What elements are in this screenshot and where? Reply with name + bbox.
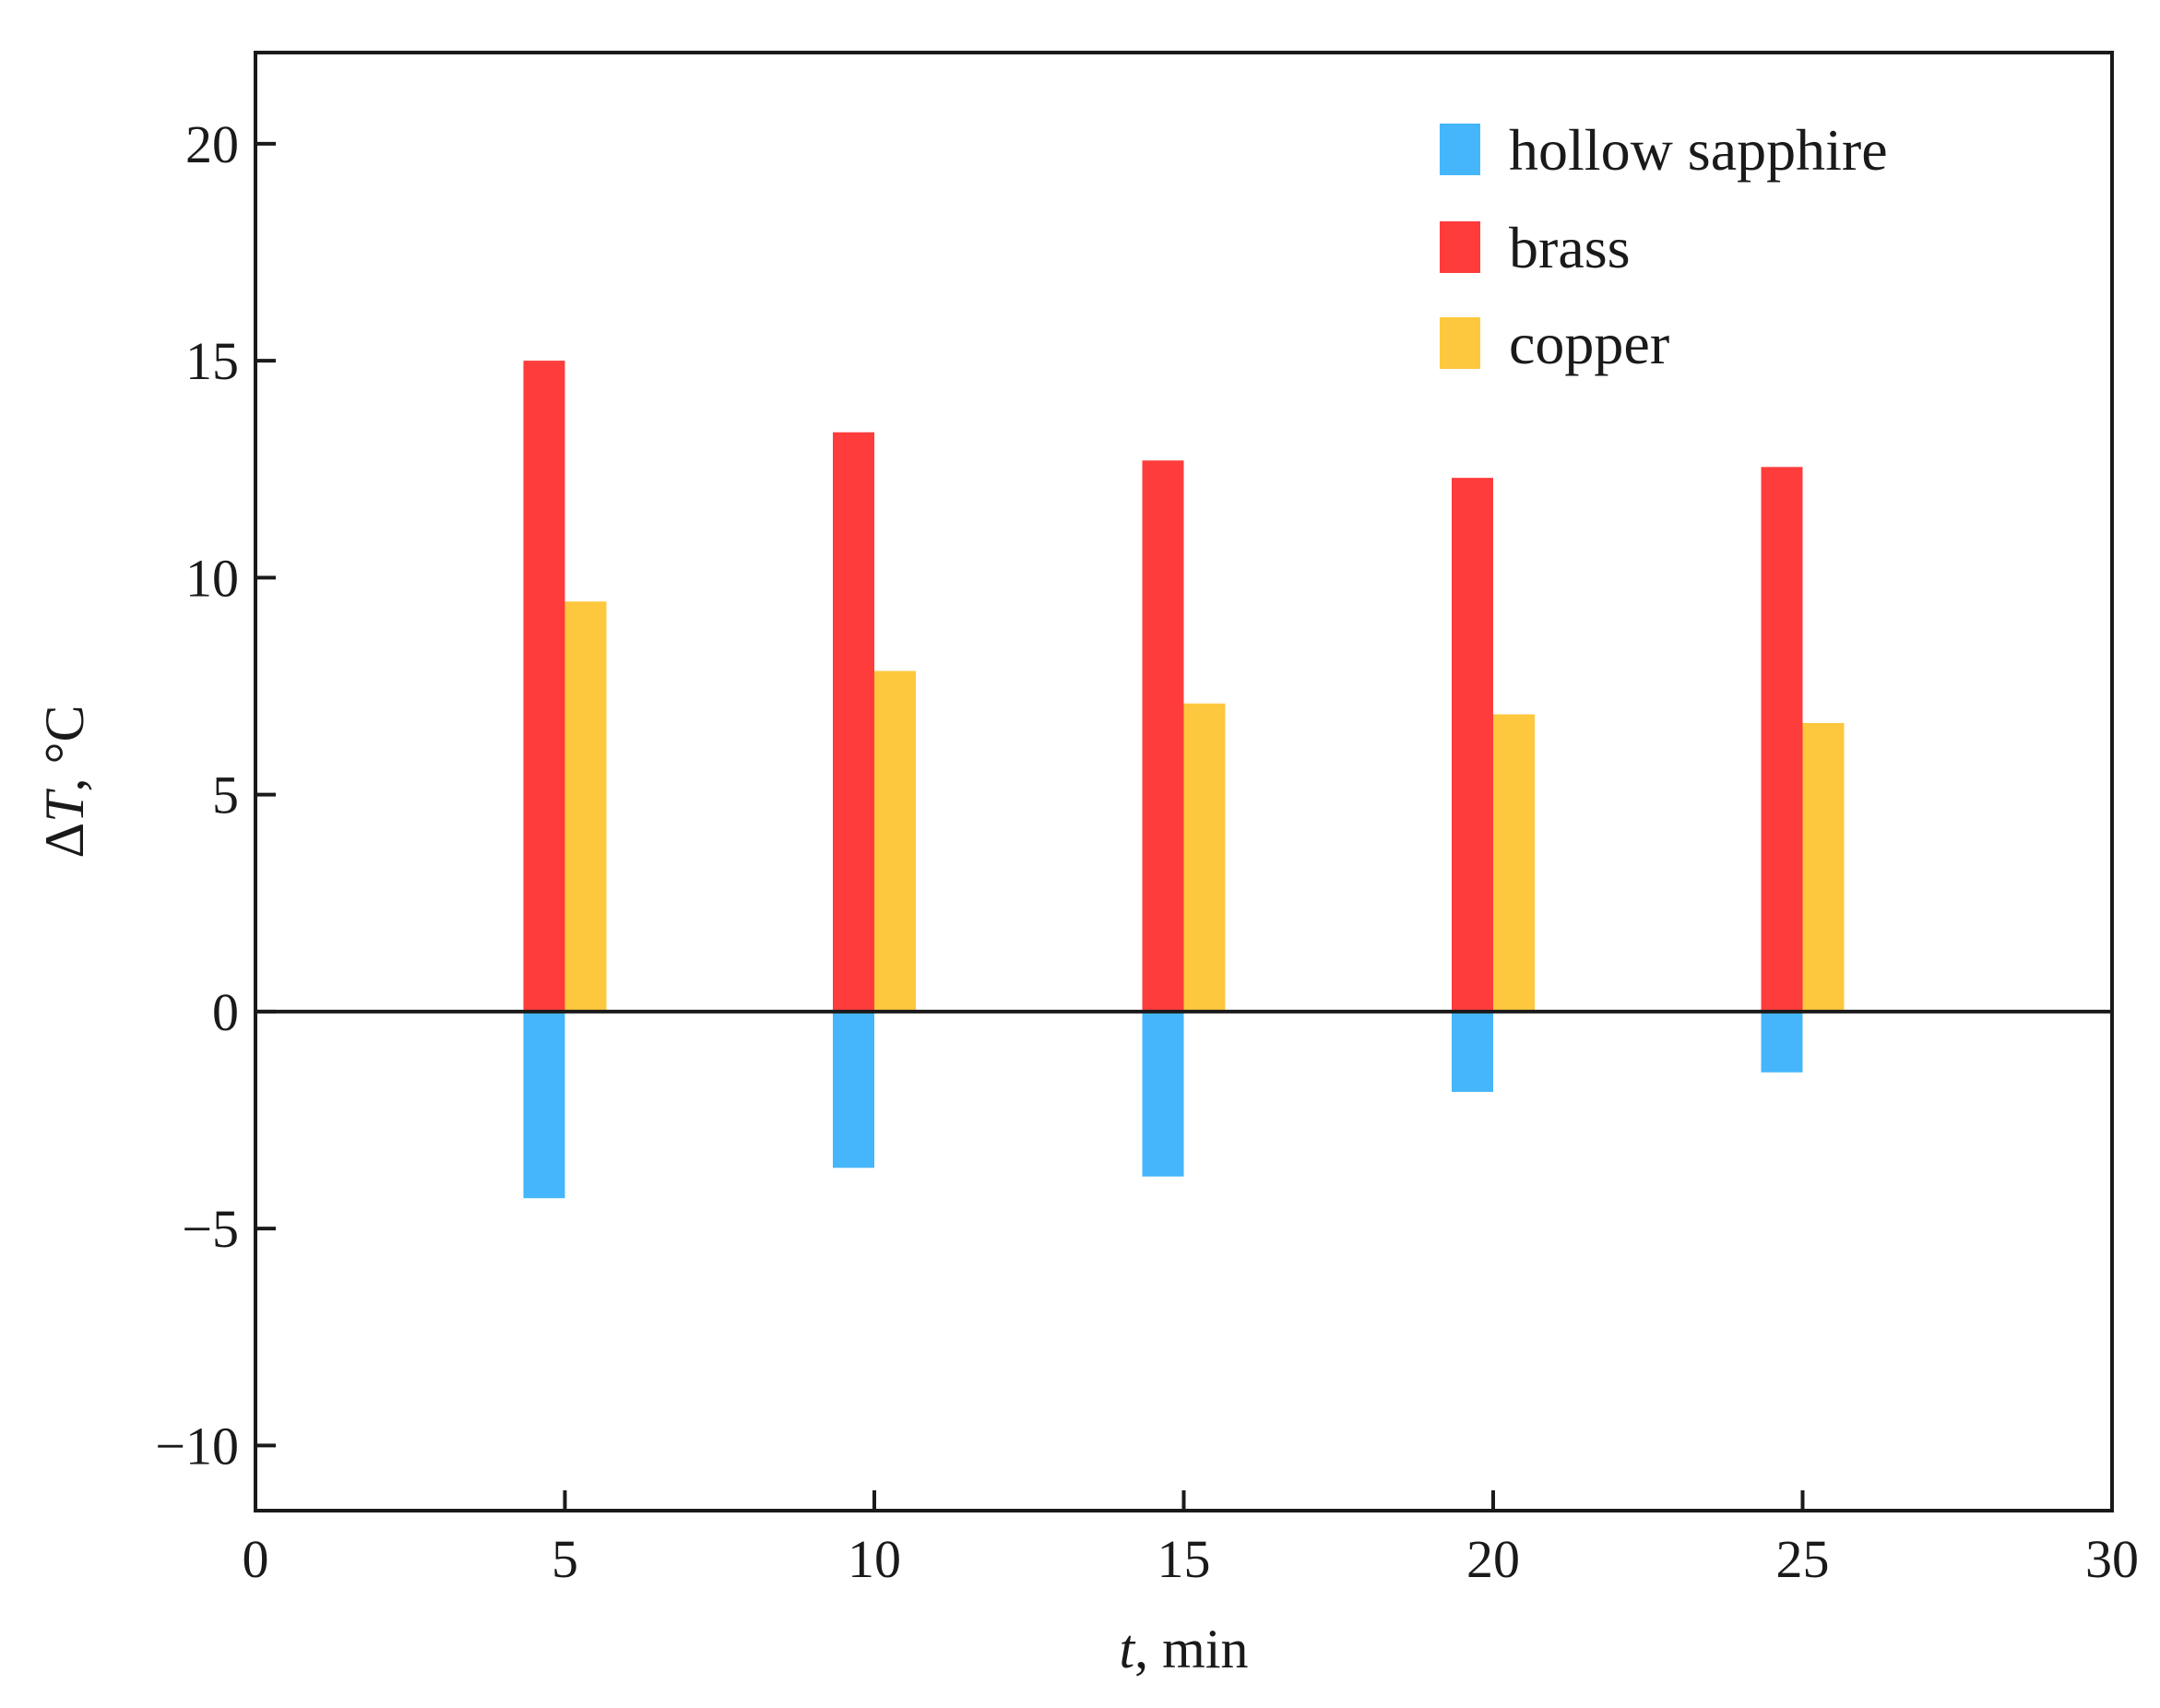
y-axis-title-variable: T bbox=[34, 789, 95, 823]
bar-brass-25 bbox=[1761, 467, 1803, 1012]
x-tick-label: 15 bbox=[1157, 1529, 1211, 1589]
x-tick-label: 0 bbox=[243, 1529, 269, 1589]
x-axis-title: t, min bbox=[1119, 1619, 1248, 1679]
bar-copper-5 bbox=[564, 601, 607, 1012]
y-tick-label: 10 bbox=[185, 548, 239, 608]
y-axis-ticks: −10 −5 0 5 10 15 20 bbox=[155, 114, 276, 1476]
y-tick-label: −10 bbox=[155, 1416, 239, 1476]
x-tick-label: 10 bbox=[848, 1529, 901, 1589]
x-tick-label: 20 bbox=[1466, 1529, 1520, 1589]
y-axis-title-delta: Δ bbox=[34, 823, 95, 859]
bar-hollow-sapphire-25 bbox=[1761, 1011, 1803, 1073]
bars-layer bbox=[523, 361, 1845, 1199]
bar-copper-10 bbox=[874, 670, 916, 1012]
bar-hollow-sapphire-10 bbox=[833, 1011, 874, 1168]
legend-swatch bbox=[1440, 317, 1480, 369]
x-axis-title-variable: t bbox=[1119, 1619, 1135, 1679]
bar-hollow-sapphire-20 bbox=[1452, 1011, 1493, 1092]
legend-label: hollow sapphire bbox=[1509, 117, 1888, 183]
legend-label: copper bbox=[1509, 311, 1669, 376]
bar-brass-20 bbox=[1452, 478, 1493, 1012]
y-tick-label: 5 bbox=[212, 765, 239, 825]
y-tick-label: −5 bbox=[182, 1199, 239, 1259]
legend-swatch bbox=[1440, 124, 1480, 175]
bar-hollow-sapphire-15 bbox=[1142, 1011, 1184, 1177]
x-axis-ticks: 0 5 10 15 20 25 30 bbox=[243, 1490, 2139, 1589]
x-tick-label: 5 bbox=[552, 1529, 578, 1589]
bar-hollow-sapphire-5 bbox=[523, 1011, 565, 1199]
bar-copper-20 bbox=[1493, 714, 1535, 1012]
x-tick-label: 30 bbox=[2085, 1529, 2139, 1589]
legend: hollow sapphire brass copper bbox=[1440, 117, 1888, 376]
bar-copper-25 bbox=[1802, 722, 1845, 1012]
y-axis-title: ΔT, °C bbox=[34, 706, 95, 859]
legend-label: brass bbox=[1509, 215, 1631, 280]
x-axis-title-unit: , min bbox=[1134, 1619, 1248, 1679]
bar-brass-15 bbox=[1142, 460, 1184, 1012]
bar-brass-10 bbox=[833, 432, 874, 1012]
y-tick-label: 20 bbox=[185, 114, 239, 174]
y-tick-label: 15 bbox=[185, 331, 239, 391]
x-tick-label: 25 bbox=[1776, 1529, 1830, 1589]
legend-swatch bbox=[1440, 221, 1480, 273]
bar-copper-15 bbox=[1183, 703, 1226, 1012]
y-axis-title-unit: , °C bbox=[34, 706, 95, 792]
bar-brass-5 bbox=[523, 361, 565, 1012]
y-tick-label: 0 bbox=[212, 982, 239, 1042]
